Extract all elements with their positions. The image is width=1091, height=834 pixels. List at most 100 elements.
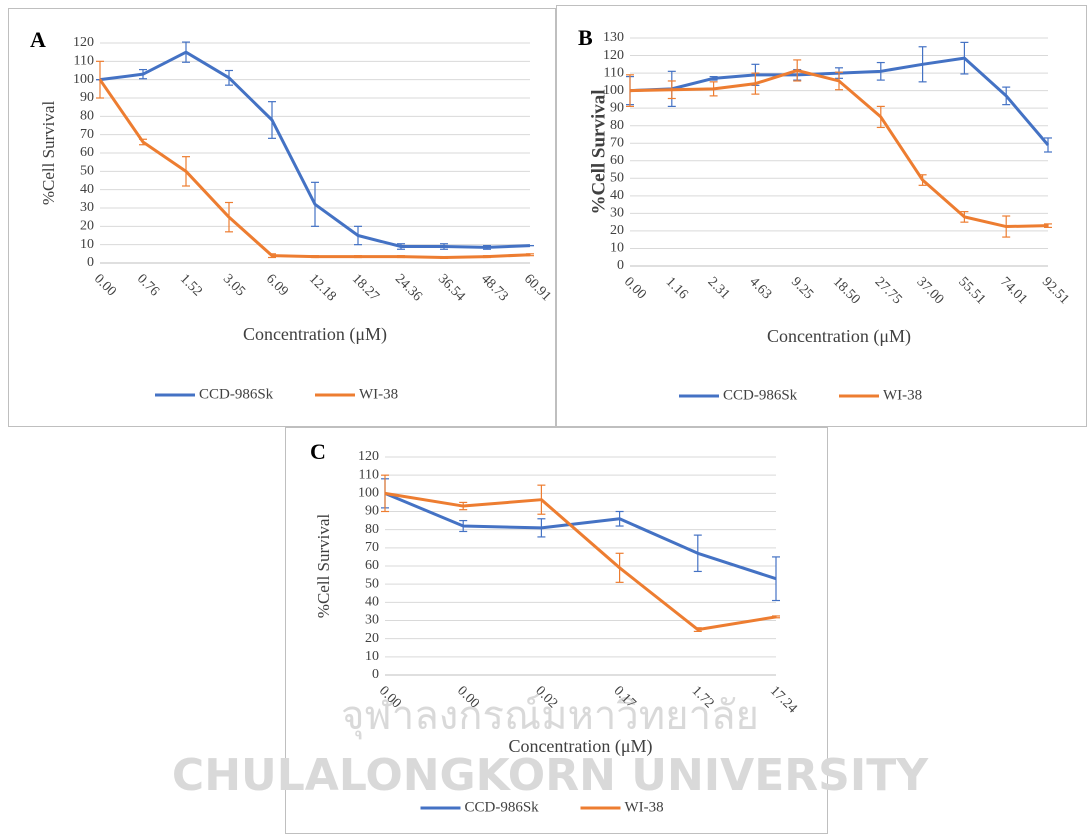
x-tick-label: 18.50 xyxy=(830,274,863,307)
y-tick-label: 20 xyxy=(610,223,624,238)
error-bar xyxy=(311,181,319,227)
error-bar xyxy=(537,518,546,538)
error-bar xyxy=(526,253,534,257)
x-tick-label: 12.18 xyxy=(306,271,339,304)
error-bar xyxy=(960,211,969,223)
x-tick-label: 2.31 xyxy=(704,274,732,302)
y-tick-label: 120 xyxy=(603,48,624,63)
y-tick-label: 60 xyxy=(80,145,94,160)
x-axis-label: Concentration (μM) xyxy=(243,324,387,345)
watermark: CHULALONGKORN UNIVERSITY xyxy=(172,750,929,801)
x-tick-label: 60.91 xyxy=(521,271,554,304)
error-bar xyxy=(793,59,802,82)
error-bar xyxy=(440,243,448,250)
error-bar xyxy=(182,156,190,187)
x-tick-label: 55.51 xyxy=(955,274,988,307)
panel-label: C xyxy=(310,439,326,464)
error-bar xyxy=(1002,215,1011,238)
x-tick-label: 24.36 xyxy=(392,271,425,304)
error-bar xyxy=(139,68,147,80)
error-bar xyxy=(1044,223,1052,229)
watermark: จุฬาลงกรณ์มหาวิทยาลัย xyxy=(341,693,759,740)
error-bar xyxy=(182,41,190,63)
error-bar xyxy=(709,75,718,81)
y-tick-label: 80 xyxy=(365,522,379,537)
error-bar xyxy=(225,69,233,86)
error-bar xyxy=(96,60,104,99)
error-bar xyxy=(667,80,676,100)
series-line xyxy=(98,78,531,259)
y-tick-label: 10 xyxy=(610,241,624,256)
y-tick-label: 120 xyxy=(358,449,379,464)
y-tick-label: 110 xyxy=(359,467,379,482)
error-bar xyxy=(483,244,491,250)
error-bar xyxy=(918,46,927,83)
y-tick-label: 80 xyxy=(80,109,94,124)
y-tick-label: 70 xyxy=(80,127,94,142)
y-tick-label: 30 xyxy=(365,613,379,628)
error-bar xyxy=(459,501,468,511)
error-bar xyxy=(397,255,405,259)
error-bar xyxy=(268,253,276,259)
panel-frame xyxy=(8,8,556,427)
y-tick-label: 50 xyxy=(365,576,379,591)
y-tick-label: 0 xyxy=(372,667,379,682)
error-bar xyxy=(483,255,491,259)
y-tick-label: 120 xyxy=(73,35,94,50)
x-axis-label: Concentration (μM) xyxy=(508,736,652,757)
error-bar xyxy=(709,81,718,97)
error-bar xyxy=(876,105,885,129)
error-bar xyxy=(268,101,276,139)
y-tick-label: 80 xyxy=(610,118,624,133)
error-bar xyxy=(459,519,468,533)
x-tick-label: 3.05 xyxy=(220,271,248,299)
panel-label: B xyxy=(578,25,593,50)
error-bar xyxy=(751,72,760,95)
error-bar xyxy=(139,138,147,146)
y-tick-label: 90 xyxy=(80,90,94,105)
error-bar xyxy=(311,255,319,259)
y-tick-label: 50 xyxy=(610,171,624,186)
legend-label: WI-38 xyxy=(883,387,922,403)
y-tick-label: 130 xyxy=(603,30,624,45)
y-tick-label: 60 xyxy=(610,153,624,168)
error-bar xyxy=(354,225,362,246)
error-bar xyxy=(835,71,843,91)
panel-label: A xyxy=(30,27,46,52)
error-bar xyxy=(918,174,927,186)
error-bar xyxy=(615,510,624,527)
error-bar xyxy=(626,74,634,108)
error-bar xyxy=(354,255,362,259)
y-tick-label: 70 xyxy=(610,135,624,150)
y-tick-label: 110 xyxy=(74,54,94,69)
y-axis-label: %Cell Survival xyxy=(314,514,333,619)
x-tick-label: 27.75 xyxy=(872,274,905,307)
x-tick-label: 92.51 xyxy=(1039,274,1072,307)
y-tick-label: 100 xyxy=(603,83,624,98)
y-tick-label: 100 xyxy=(358,486,379,501)
y-tick-label: 90 xyxy=(365,504,379,519)
y-tick-label: 0 xyxy=(617,258,624,273)
y-tick-label: 100 xyxy=(73,72,94,87)
x-tick-label: 37.00 xyxy=(913,274,946,307)
legend-label: CCD-986Sk xyxy=(723,387,798,403)
x-tick-label: 74.01 xyxy=(997,274,1030,307)
error-bar xyxy=(397,243,405,250)
x-tick-label: 17.24 xyxy=(767,683,800,716)
error-bar xyxy=(537,484,546,515)
x-tick-label: 36.54 xyxy=(435,271,468,304)
y-tick-label: 40 xyxy=(80,182,94,197)
error-bar xyxy=(615,552,624,583)
y-tick-label: 30 xyxy=(80,200,94,215)
series-line xyxy=(629,68,1049,229)
error-bar xyxy=(1044,137,1052,153)
x-tick-label: 48.73 xyxy=(478,271,511,304)
error-bar xyxy=(1002,86,1011,106)
y-tick-label: 10 xyxy=(365,649,379,664)
legend-label: CCD-986Sk xyxy=(199,386,274,402)
y-tick-label: 0 xyxy=(87,255,94,270)
y-tick-label: 110 xyxy=(604,65,624,80)
legend-label: WI-38 xyxy=(625,799,664,815)
y-axis-label: %Cell Survival xyxy=(588,89,609,214)
error-bar xyxy=(960,41,969,75)
